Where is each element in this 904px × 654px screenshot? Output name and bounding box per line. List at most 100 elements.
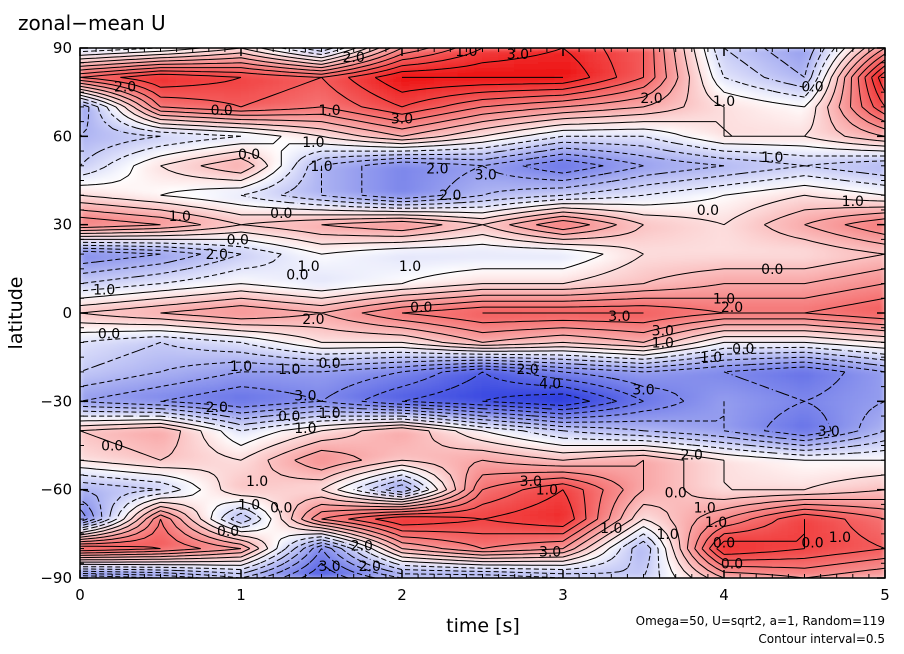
heatmap-cell <box>248 312 258 321</box>
heatmap-cell <box>747 327 757 336</box>
heatmap-cell <box>683 113 693 123</box>
heatmap-cell <box>570 157 580 167</box>
heatmap-cell <box>626 231 637 240</box>
heatmap-cell <box>691 84 701 93</box>
heatmap-cell <box>256 113 266 123</box>
heatmap-cell <box>594 246 604 255</box>
heatmap-cell <box>506 84 516 93</box>
heatmap-cell <box>594 62 604 71</box>
heatmap-cell <box>691 69 701 79</box>
heatmap-cell <box>538 224 548 233</box>
heatmap-cell <box>280 172 290 182</box>
heatmap-cell <box>345 121 355 130</box>
heatmap-cell <box>87 246 97 255</box>
heatmap-cell <box>578 268 588 277</box>
heatmap-cell <box>650 187 661 196</box>
heatmap-cell <box>538 334 548 344</box>
heatmap-cell <box>618 305 628 314</box>
heatmap-cell <box>337 386 347 395</box>
heatmap-cell <box>208 260 218 270</box>
heatmap-cell <box>95 187 105 196</box>
heatmap-cell <box>272 76 282 86</box>
heatmap-cell <box>119 106 129 115</box>
heatmap-cell <box>634 216 645 226</box>
heatmap-cell <box>473 231 484 240</box>
heatmap-cell <box>836 209 846 218</box>
heatmap-cell <box>312 209 323 218</box>
heatmap-cell <box>240 165 250 174</box>
heatmap-cell <box>683 187 693 196</box>
heatmap-cell <box>498 386 508 395</box>
heatmap-cell <box>514 224 524 233</box>
heatmap-cell <box>522 84 532 93</box>
heatmap-cell <box>554 143 564 152</box>
heatmap-cell <box>184 84 194 93</box>
heatmap-cell <box>135 224 145 233</box>
heatmap-cell <box>803 349 814 358</box>
heatmap-cell <box>264 327 274 336</box>
heatmap-cell <box>80 165 89 174</box>
heatmap-cell <box>554 268 564 277</box>
heatmap-cell <box>763 216 773 226</box>
heatmap-cell <box>795 378 806 388</box>
heatmap-cell <box>103 187 113 196</box>
heatmap-cell <box>795 201 806 211</box>
heatmap-cell <box>586 268 596 277</box>
heatmap-cell <box>103 268 113 277</box>
heatmap-cell <box>828 84 838 93</box>
heatmap-cell <box>594 224 604 233</box>
heatmap-cell <box>200 69 210 79</box>
heatmap-cell <box>111 128 121 137</box>
heatmap-cell <box>159 62 170 71</box>
heatmap-cell <box>667 209 677 218</box>
heatmap-cell <box>240 224 250 233</box>
heatmap-cell <box>787 341 798 351</box>
heatmap-cell <box>570 187 580 196</box>
heatmap-cell <box>795 187 806 196</box>
heatmap-cell <box>747 282 757 292</box>
heatmap-cell <box>328 371 339 380</box>
heatmap-cell <box>224 297 234 307</box>
heatmap-cell <box>779 253 789 263</box>
heatmap-cell <box>385 128 395 137</box>
heatmap-cell <box>393 91 403 101</box>
heatmap-cell <box>820 201 830 211</box>
heatmap-cell <box>264 363 274 373</box>
heatmap-cell <box>731 275 741 285</box>
heatmap-cell <box>369 224 379 233</box>
heatmap-cell <box>489 246 500 255</box>
heatmap-cell <box>538 282 548 292</box>
heatmap-cell <box>498 179 508 189</box>
heatmap-cell <box>192 157 202 167</box>
heatmap-cell <box>232 246 242 255</box>
heatmap-cell <box>135 334 145 344</box>
heatmap-cell <box>570 378 580 388</box>
heatmap-cell <box>739 246 749 255</box>
heatmap-cell <box>135 194 145 204</box>
heatmap-cell <box>868 84 878 93</box>
heatmap-cell <box>860 305 870 314</box>
heatmap-cell <box>489 172 500 182</box>
heatmap-cell <box>707 128 717 137</box>
heatmap-cell <box>288 341 298 351</box>
heatmap-cell <box>876 84 885 93</box>
heatmap-cell <box>425 157 435 167</box>
heatmap-cell <box>489 106 500 115</box>
heatmap-cell <box>87 135 97 145</box>
heatmap-cell <box>683 371 693 380</box>
heatmap-cell <box>836 260 846 270</box>
heatmap-cell <box>771 371 781 380</box>
heatmap-cell <box>337 179 347 189</box>
heatmap-cell <box>578 297 588 307</box>
heatmap-cell <box>787 179 798 189</box>
heatmap-cell <box>699 76 709 86</box>
heatmap-cell <box>159 91 170 101</box>
heatmap-cell <box>530 84 540 93</box>
heatmap-cell <box>530 62 540 71</box>
heatmap-cell <box>803 194 814 204</box>
heatmap-cell <box>288 84 298 93</box>
heatmap-cell <box>385 400 395 410</box>
heatmap-cell <box>803 393 814 402</box>
heatmap-cell <box>731 224 741 233</box>
heatmap-cell <box>683 135 693 145</box>
